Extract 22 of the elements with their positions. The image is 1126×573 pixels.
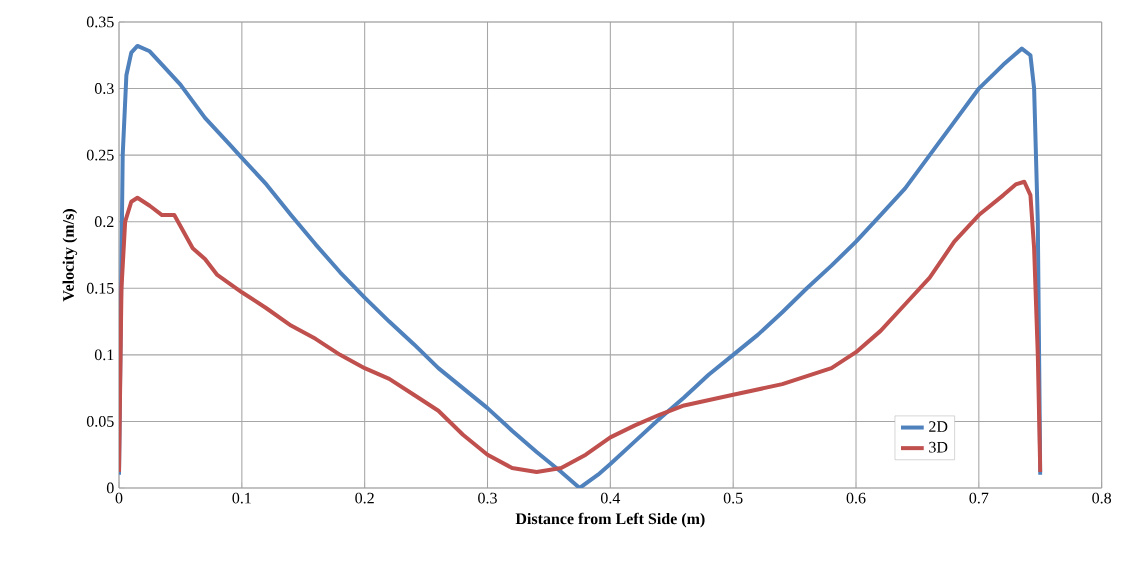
x-tick-label: 0.7 — [969, 492, 989, 504]
x-axis-title: Distance from Left Side (m) — [515, 512, 705, 528]
x-tick-label: 0.3 — [478, 492, 497, 504]
x-tick-label: 0.5 — [723, 492, 743, 504]
x-tick-label: 0.2 — [355, 492, 374, 504]
y-tick-label: 0.05 — [86, 415, 114, 427]
x-tick-label: 0.6 — [846, 492, 866, 504]
x-tick-label: 0.4 — [600, 492, 621, 504]
y-tick-label: 0.2 — [94, 216, 114, 228]
y-tick-label: 0.25 — [86, 149, 114, 161]
y-axis-title: Velocity (m/s) — [62, 209, 78, 302]
y-tick-label: 0.35 — [86, 16, 114, 28]
legend-label: 3D — [929, 441, 948, 453]
x-tick-label: 0 — [115, 492, 123, 504]
y-tick-label: 0 — [106, 482, 114, 494]
y-tick-label: 0.3 — [94, 83, 114, 94]
line-series — [119, 179, 1043, 475]
x-tick-label: 0.1 — [232, 492, 251, 504]
y-tick-label: 0.15 — [86, 282, 114, 294]
legend-label: 2D — [929, 421, 948, 432]
y-tick-label: 0.1 — [94, 349, 114, 361]
x-tick-label: 0.8 — [1092, 492, 1112, 504]
